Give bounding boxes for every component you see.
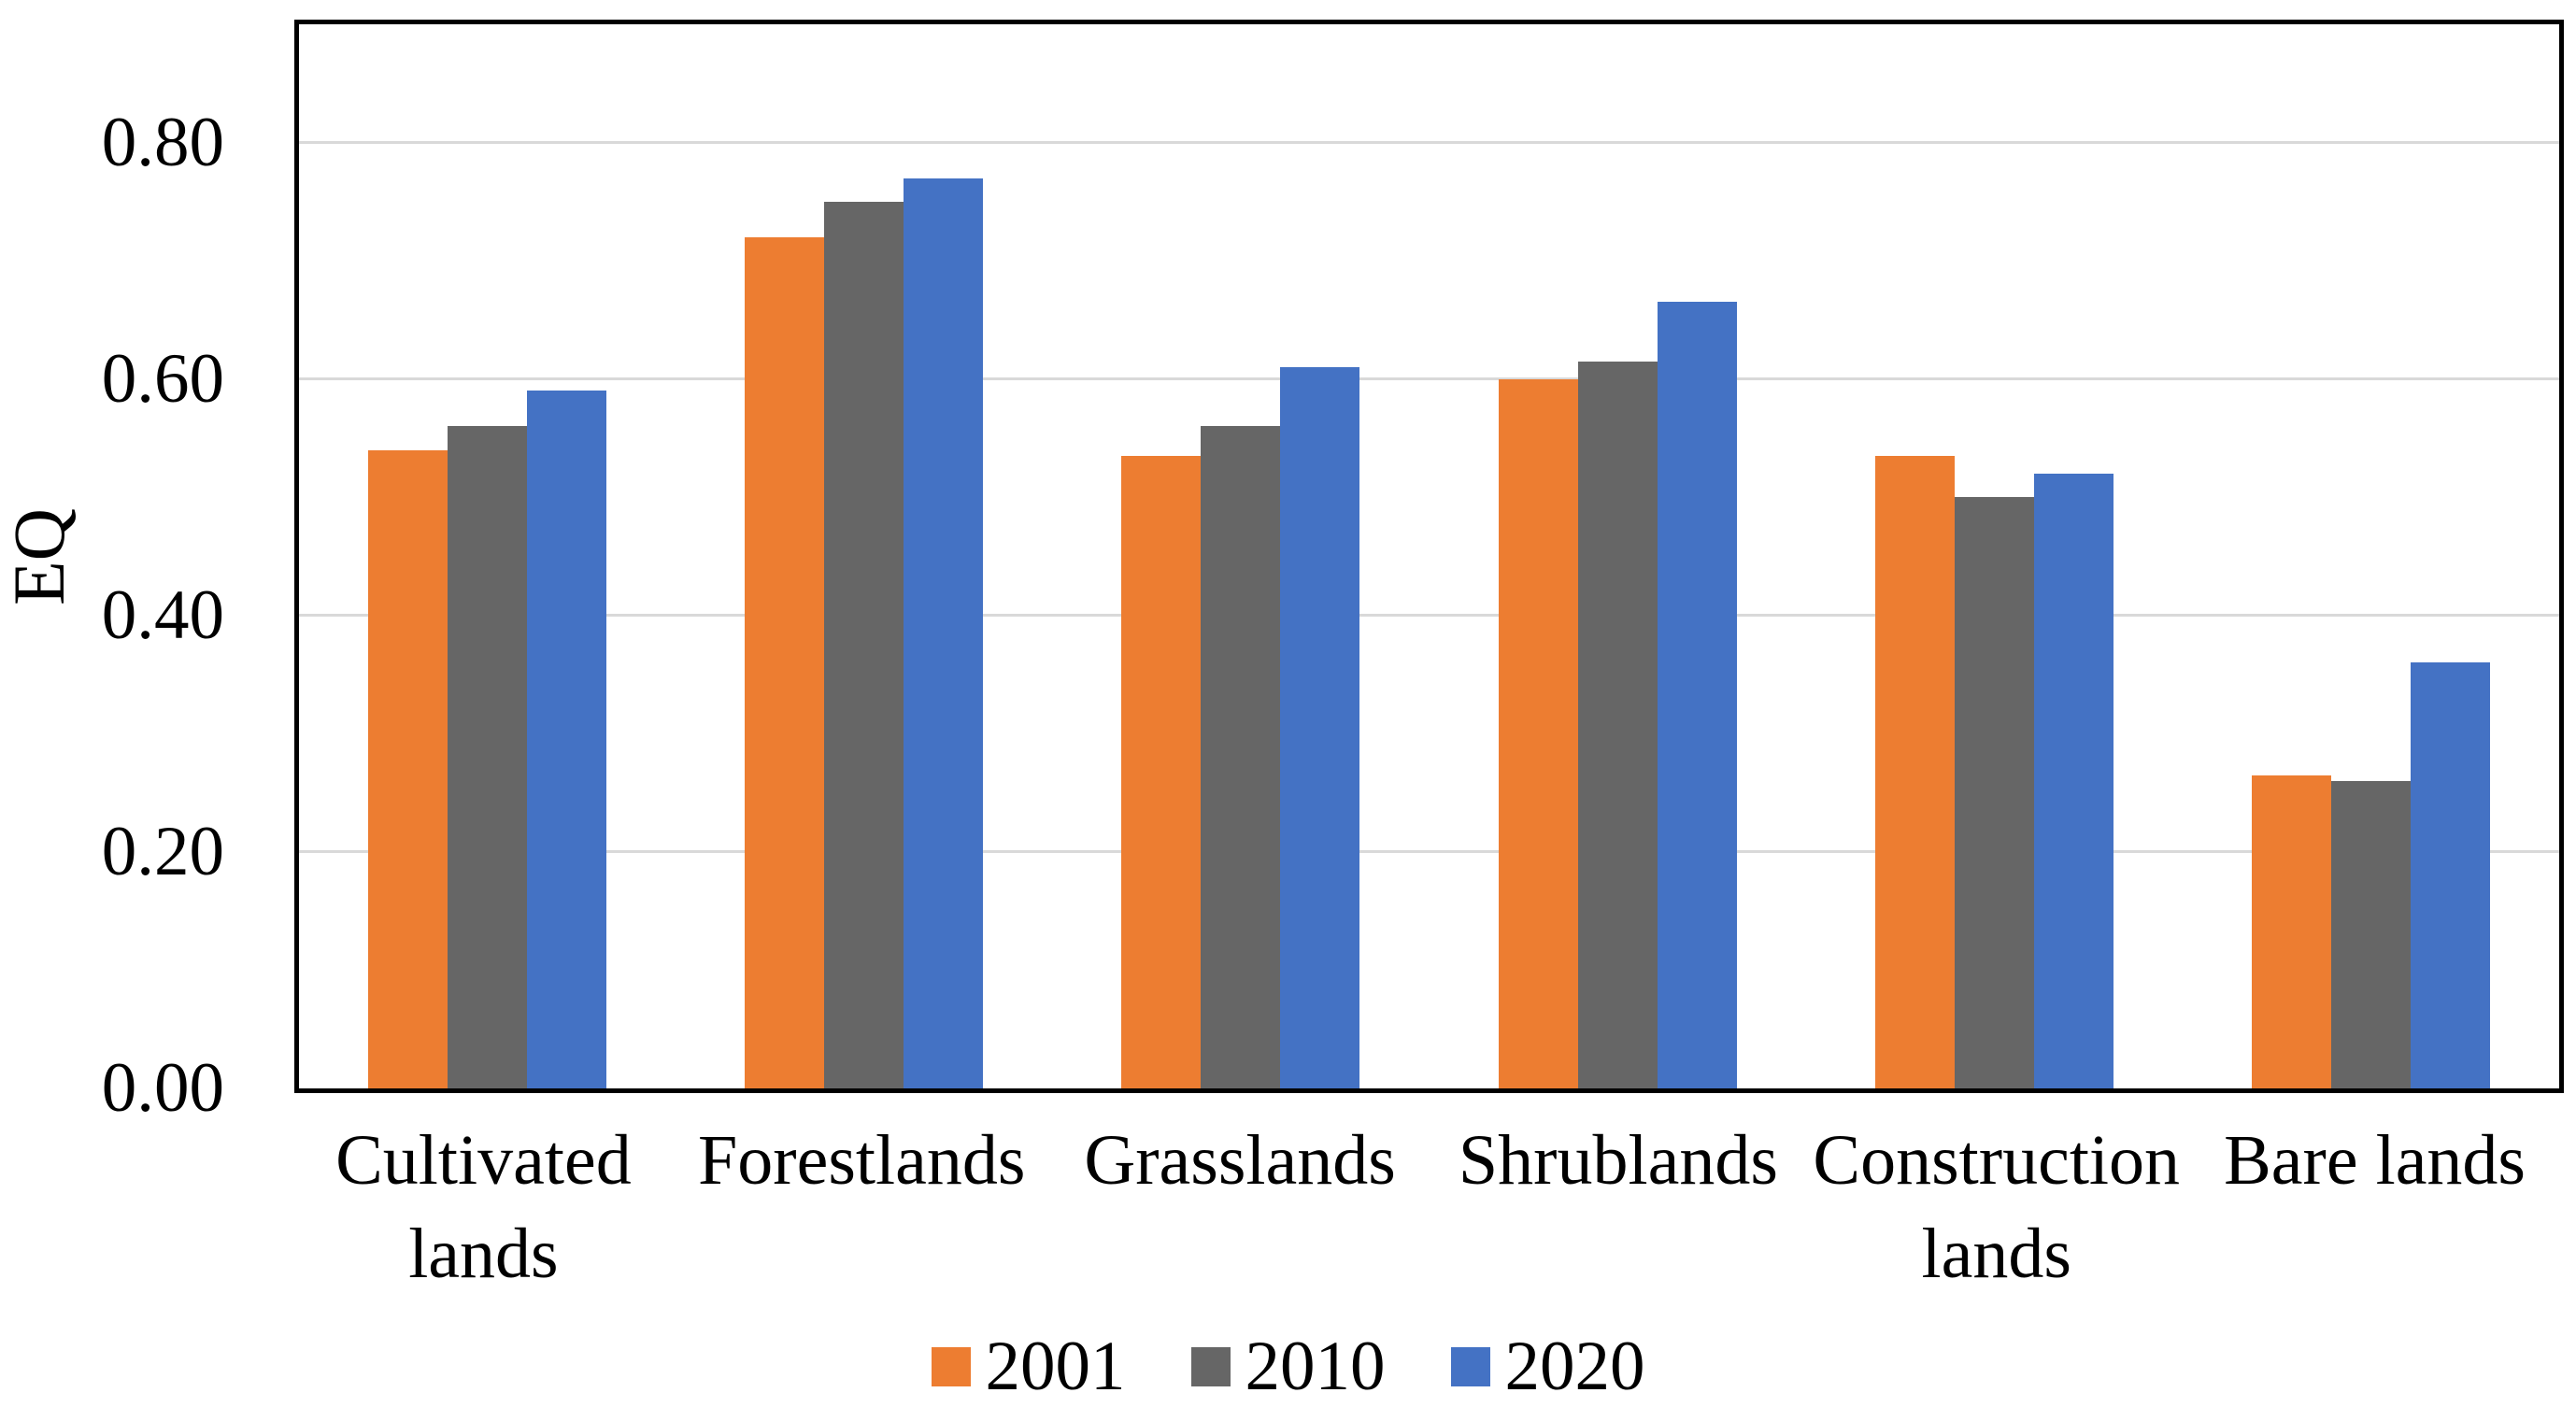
bar-2001-forestlands — [745, 236, 825, 1088]
bar-group-cultivated-lands — [299, 24, 676, 1088]
bar-2001-bare-lands — [2251, 775, 2331, 1088]
bar-group-construction-lands — [1806, 24, 2183, 1088]
bar-2020-grasslands — [1280, 367, 1360, 1088]
y-tick-label-0.20: 0.20 — [101, 812, 224, 890]
bar-group-grasslands — [1052, 24, 1429, 1088]
bar-2020-forestlands — [904, 178, 984, 1088]
bar-2010-cultivated-lands — [448, 426, 528, 1088]
bar-2010-construction-lands — [1954, 497, 2034, 1088]
y-tick-label-0.80: 0.80 — [101, 103, 224, 181]
bar-2001-grasslands — [1121, 455, 1202, 1088]
bar-2020-bare-lands — [2410, 662, 2490, 1088]
gridline-0.40 — [299, 614, 2559, 618]
bar-2010-grasslands — [1201, 426, 1281, 1088]
category-label-bare-lands: Bare lands — [2224, 1121, 2526, 1200]
category-label-shrublands: Shrublands — [1458, 1121, 1778, 1200]
legend-label-2020: 2020 — [1504, 1328, 1645, 1405]
gridline-0.80 — [299, 141, 2559, 145]
bar-2010-shrublands — [1577, 361, 1658, 1088]
bar-2020-shrublands — [1657, 302, 1737, 1088]
legend-item-2001: 2001 — [931, 1328, 1126, 1405]
bar-group-shrublands — [1430, 24, 1806, 1088]
category-label-construction-lands: Construction lands — [1813, 1121, 2181, 1293]
gridline-0.60 — [299, 377, 2559, 381]
bar-2001-construction-lands — [1874, 455, 1955, 1088]
bar-group-forestlands — [676, 24, 1052, 1088]
gridline-0.20 — [299, 850, 2559, 854]
bar-2020-cultivated-lands — [527, 391, 607, 1088]
bar-2020-construction-lands — [2033, 473, 2113, 1088]
bar-group-bare-lands — [2183, 24, 2559, 1088]
legend-swatch-2010 — [1190, 1347, 1231, 1386]
legend-swatch-2001 — [931, 1347, 971, 1386]
y-tick-label-0.40: 0.40 — [101, 576, 224, 654]
category-label-forestlands: Forestlands — [698, 1121, 1026, 1200]
legend-item-2020: 2020 — [1450, 1328, 1645, 1405]
category-label-cultivated-lands: Cultivated lands — [335, 1121, 632, 1293]
legend-swatch-2020 — [1450, 1347, 1490, 1386]
bar-2010-forestlands — [824, 201, 904, 1088]
y-axis-tick-labels: 0.00 0.20 0.40 0.60 0.80 — [0, 0, 243, 1407]
legend-item-2010: 2010 — [1190, 1328, 1386, 1405]
x-axis-category-labels: Cultivated lands Forestlands Grasslands Shr… — [294, 1114, 2564, 1300]
category-label-grasslands: Grasslands — [1084, 1121, 1396, 1200]
y-tick-label-0.00: 0.00 — [101, 1049, 224, 1127]
bar-2001-cultivated-lands — [368, 449, 448, 1088]
legend-label-2010: 2010 — [1245, 1328, 1386, 1405]
bar-2010-bare-lands — [2330, 781, 2411, 1088]
bar-2001-shrublands — [1498, 378, 1578, 1088]
legend: 2001 2010 2020 — [0, 1331, 2576, 1402]
plot-area — [294, 20, 2564, 1093]
y-tick-label-0.60: 0.60 — [101, 339, 224, 418]
legend-label-2001: 2001 — [985, 1328, 1126, 1405]
